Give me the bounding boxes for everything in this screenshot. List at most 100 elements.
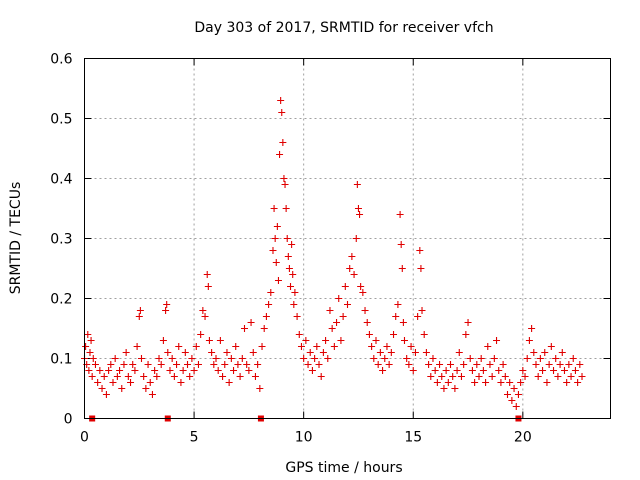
data-point [238, 355, 246, 362]
data-point [569, 355, 577, 362]
data-point [517, 379, 525, 386]
data-point [414, 313, 422, 320]
data-point [457, 373, 465, 380]
data-point [234, 361, 242, 368]
data-point [107, 361, 115, 368]
data-point [397, 241, 405, 248]
data-point [468, 367, 476, 374]
data-point [219, 373, 227, 380]
data-point [251, 373, 259, 380]
data-point [284, 253, 292, 260]
data-point [153, 373, 161, 380]
data-point [304, 361, 312, 368]
data-point [346, 265, 354, 272]
data-point [140, 373, 148, 380]
data-point [273, 223, 281, 230]
data-point [283, 235, 291, 242]
data-point [532, 361, 540, 368]
data-point [438, 373, 446, 380]
data-point [333, 319, 341, 326]
data-point [302, 337, 310, 344]
data-point [486, 361, 494, 368]
data-point [447, 361, 455, 368]
data-point [232, 343, 240, 350]
data-point [129, 361, 137, 368]
data-point [155, 355, 163, 362]
data-point [411, 349, 419, 356]
data-point [357, 283, 365, 290]
data-point [326, 307, 334, 314]
data-point [276, 151, 284, 158]
data-point [293, 313, 301, 320]
data-point [451, 385, 459, 392]
data-point [374, 361, 382, 368]
x-axis-label: GPS time / hours [285, 460, 402, 476]
x-tick-label: 5 [190, 430, 199, 446]
data-point [223, 349, 231, 356]
data-point [363, 319, 371, 326]
data-point [240, 325, 248, 332]
data-point [225, 379, 233, 386]
data-point [285, 265, 293, 272]
data-point [510, 385, 518, 392]
data-point [547, 343, 555, 350]
data-point [267, 289, 275, 296]
x-tick-label: 15 [404, 430, 422, 446]
data-point [247, 319, 255, 326]
data-point [560, 367, 568, 374]
data-point [350, 271, 358, 278]
data-point [133, 343, 141, 350]
data-point [204, 283, 212, 290]
data-point [379, 367, 387, 374]
data-point [525, 337, 533, 344]
data-point [111, 355, 119, 362]
data-point [473, 361, 481, 368]
data-point [460, 361, 468, 368]
data-point [311, 355, 319, 362]
data-point [495, 367, 503, 374]
data-point [558, 349, 566, 356]
data-point [164, 349, 172, 356]
data-point [194, 361, 202, 368]
data-point [508, 397, 516, 404]
data-point [578, 373, 586, 380]
data-point [212, 355, 220, 362]
data-point [499, 361, 507, 368]
data-point [297, 343, 305, 350]
data-point [214, 367, 222, 374]
data-point [181, 349, 189, 356]
data-point [359, 289, 367, 296]
data-point [288, 241, 296, 248]
data-point [442, 367, 450, 374]
data-point [94, 379, 102, 386]
data-point [197, 331, 205, 338]
data-point [387, 349, 395, 356]
data-point [85, 367, 93, 374]
data-point [337, 337, 345, 344]
data-point [131, 367, 139, 374]
data-point [256, 385, 264, 392]
data-point [168, 355, 176, 362]
data-point [383, 343, 391, 350]
data-point [136, 307, 144, 314]
data-point [116, 367, 124, 374]
data-point [354, 205, 362, 212]
data-point [277, 97, 285, 104]
data-point [120, 361, 128, 368]
data-point [370, 355, 378, 362]
data-point [315, 361, 323, 368]
data-point [521, 373, 529, 380]
data-point [175, 343, 183, 350]
data-point [403, 355, 411, 362]
data-point [142, 385, 150, 392]
data-point [490, 355, 498, 362]
data-point [427, 373, 435, 380]
data-point [249, 349, 257, 356]
data-point [184, 361, 192, 368]
data-point [91, 361, 99, 368]
data-point [236, 373, 244, 380]
data-point [157, 361, 165, 368]
data-point [534, 373, 542, 380]
data-point [146, 379, 154, 386]
data-point [462, 331, 470, 338]
